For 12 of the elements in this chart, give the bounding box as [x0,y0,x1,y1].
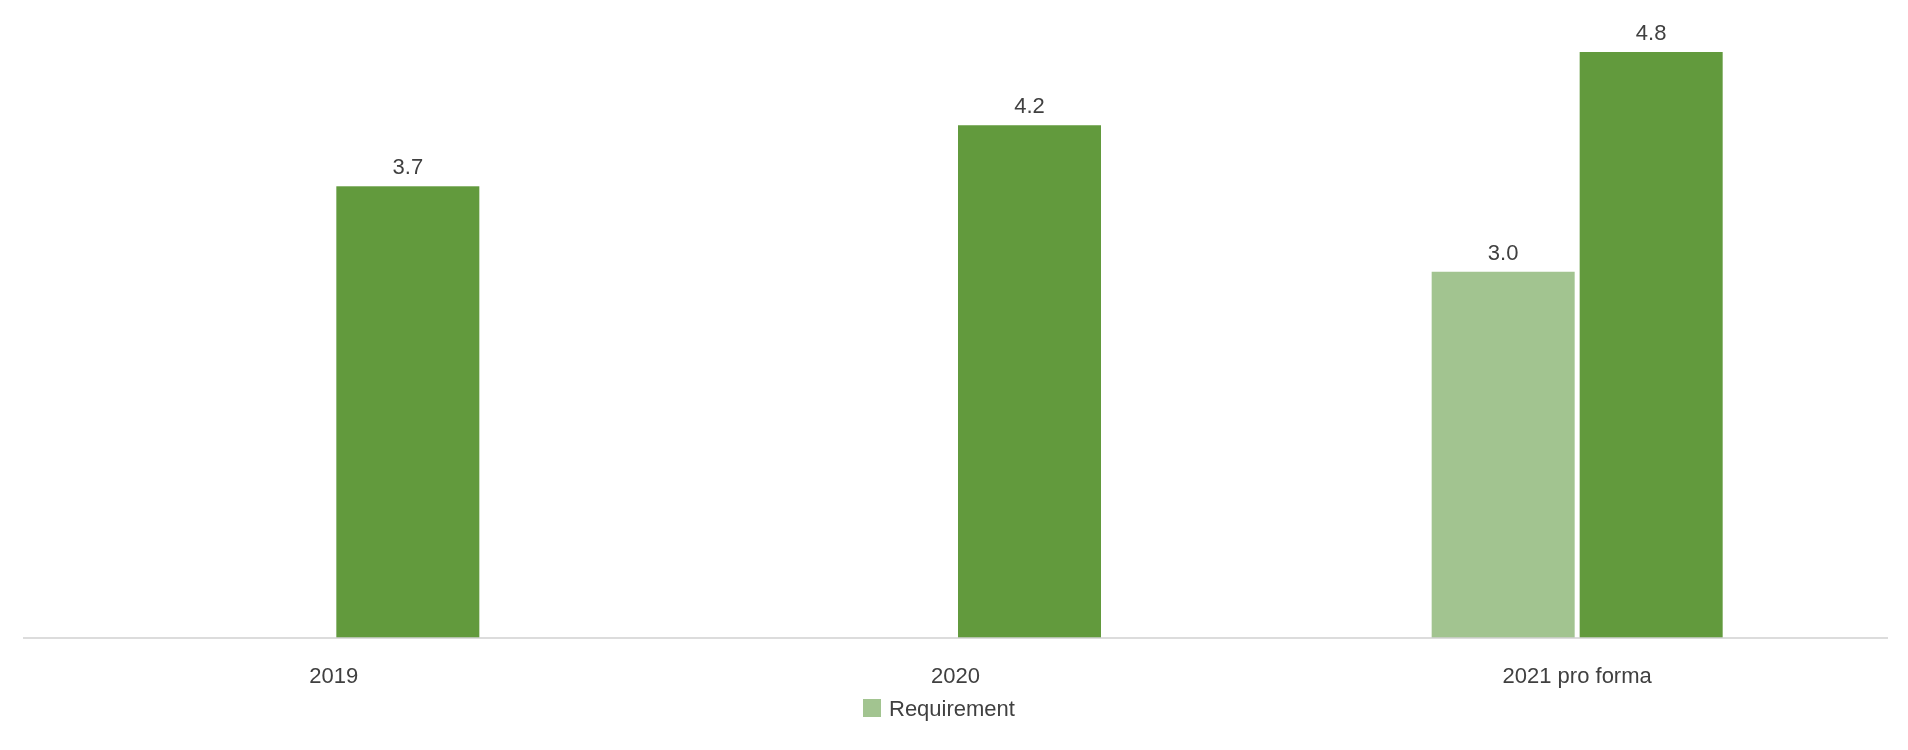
bar [1579,52,1723,638]
bar [1431,271,1575,638]
x-tick-label: 2019 [309,663,359,688]
data-label: 4.2 [1014,93,1045,119]
legend-label: Requirement [889,696,1015,721]
bar [958,125,1101,638]
data-label: 3.7 [392,154,424,180]
x-tick-label: 2020 [931,663,980,688]
data-label: 3.0 [1487,239,1519,265]
data-label: 4.8 [1635,20,1667,45]
x-tick-label: 2021 pro forma [1502,663,1653,688]
bar [336,186,480,638]
